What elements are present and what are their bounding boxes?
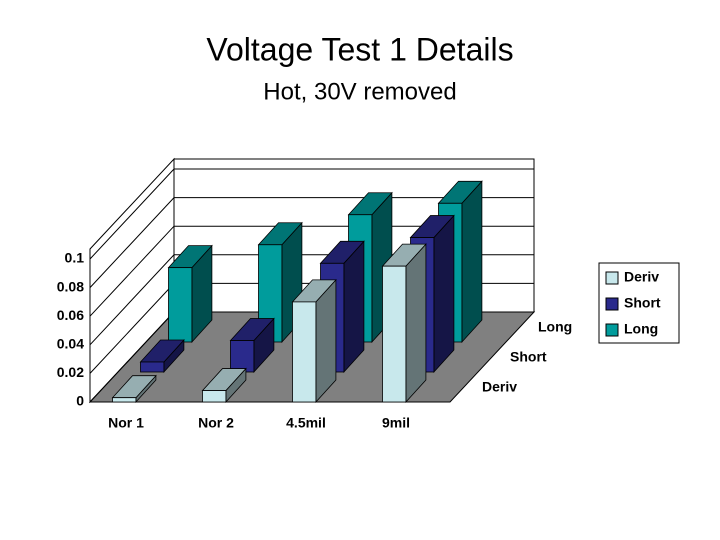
y-tick-label: 0 <box>76 393 84 409</box>
bar <box>202 390 227 403</box>
y-tick-label: 0.02 <box>57 364 84 380</box>
y-tick-label: 0.1 <box>65 250 85 266</box>
bar-side <box>461 180 483 344</box>
grid-line <box>89 225 534 317</box>
legend-swatch <box>605 323 619 337</box>
x-tick-label: 4.5mil <box>286 415 326 431</box>
legend-swatch <box>605 271 619 285</box>
depth-label: Deriv <box>482 379 517 395</box>
depth-label: Long <box>538 319 572 335</box>
bar <box>292 301 317 403</box>
plot: 0 0.02 0.04 0.06 0.08 0.1 Long Short Deriv Nor 1 N… <box>57 157 572 431</box>
x-tick-label: Nor 1 <box>108 415 144 431</box>
grid-line <box>89 168 534 260</box>
chart-title: Voltage Test 1 Details <box>206 31 513 67</box>
legend-swatch <box>605 297 619 311</box>
y-tick-label: 0.08 <box>57 278 84 294</box>
bar-side <box>343 240 365 374</box>
legend-label: Short <box>624 295 661 311</box>
depth-label: Short <box>510 349 547 365</box>
bar <box>382 265 407 403</box>
bar <box>140 361 165 373</box>
x-tick-label: Nor 2 <box>198 415 234 431</box>
bar-side <box>433 214 455 374</box>
chart-subtitle: Hot, 30V removed <box>263 78 456 105</box>
bar <box>230 340 255 373</box>
bar-side <box>405 243 427 404</box>
y-tick-label: 0.04 <box>57 336 84 352</box>
bar <box>168 267 193 343</box>
y-tick-label: 0.06 <box>57 307 84 323</box>
bar <box>112 397 137 403</box>
x-tick-label: 9mil <box>382 415 410 431</box>
legend-label: Long <box>624 321 658 337</box>
grid-line <box>89 197 534 288</box>
legend-label: Deriv <box>624 269 659 285</box>
